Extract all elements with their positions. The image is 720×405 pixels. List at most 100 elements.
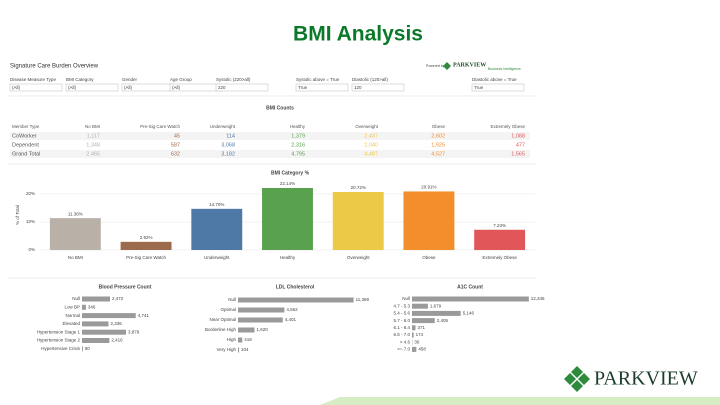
data-label: 2,405 [437, 318, 449, 323]
table-cell: 2,602 [431, 133, 445, 139]
bar [238, 307, 285, 313]
y-tick-label: 10% [26, 219, 35, 224]
data-label: 80 [85, 346, 91, 351]
y-tick-label: 5.4 - 5.6 [393, 311, 410, 316]
bar [82, 321, 109, 327]
dashboard-title: Signature Care Burden Overview [10, 64, 99, 70]
filter-label: Systolic (220>all) [216, 77, 251, 82]
filter-label: Diastolic above = True [472, 77, 517, 82]
table-cell: 2,040 [364, 142, 378, 148]
x-tick-label: Underweight [204, 255, 230, 260]
filter-box [65, 83, 119, 92]
logo-diamond [571, 366, 583, 378]
table-cell: 3,068 [221, 142, 235, 148]
y-tick-label: Low BP [64, 304, 80, 309]
filter-value: (All) [124, 85, 132, 90]
y-tick-label: Hypertension Stage 2 [37, 338, 81, 343]
data-label: 1,679 [430, 303, 442, 308]
data-label: 5,146 [463, 311, 475, 316]
table-cell: 1,348 [86, 142, 100, 148]
bar [238, 347, 240, 353]
table-header: Pre-Sig Care Watch [140, 124, 180, 129]
data-label: 20.91% [421, 185, 436, 190]
bar [82, 338, 110, 343]
logo-diamond [578, 373, 590, 385]
bar [403, 191, 455, 250]
y-tick-label: 6.1 - 6.4 [393, 325, 410, 330]
logo-icon [564, 366, 590, 392]
chart-title: BMI Category % [271, 170, 310, 176]
x-tick-label: No BMI [68, 255, 83, 260]
bar [412, 318, 435, 324]
filter-box [9, 83, 63, 92]
data-label: 22.14% [280, 181, 295, 186]
table-cell: 2,437 [364, 133, 378, 139]
data-label: 7.23% [493, 223, 506, 228]
slide-title: BMI Analysis [293, 23, 423, 46]
table-row [10, 150, 530, 158]
bar [82, 296, 111, 302]
bar [412, 332, 414, 338]
y-axis-label: % of Total [15, 205, 20, 225]
filter-box [215, 83, 269, 92]
y-tick-label: >= 7.0 [397, 347, 410, 352]
x-tick-label: Extremely Obese [482, 255, 517, 260]
table-cell: CoWorker [12, 133, 37, 139]
table-cell: 2,316 [291, 142, 305, 148]
x-tick-label: Pre-Sig Care Watch [126, 255, 166, 260]
table-header: Extremely Obese [490, 124, 525, 129]
data-label: 2,472 [112, 296, 124, 301]
table-cell: 4,527 [431, 151, 445, 157]
y-tick-label: Normal [65, 313, 80, 318]
table-cell: 1,117 [87, 133, 100, 139]
y-tick-label: Very High [216, 347, 236, 352]
data-label: 2,416 [111, 338, 123, 343]
table-header: Obese [432, 124, 446, 129]
data-label: 371 [418, 325, 426, 330]
x-tick-label: Obese [422, 255, 436, 260]
data-label: 20.72% [351, 185, 366, 190]
table-cell: Dependent [12, 142, 39, 148]
filter-value: 220 [218, 85, 226, 90]
data-label: 2,336 [110, 321, 122, 326]
filter-value: (All) [12, 85, 20, 90]
bar [412, 346, 417, 352]
table-cell: 4,795 [291, 151, 305, 157]
bar [238, 327, 255, 333]
data-label: 11,369 [356, 297, 370, 302]
bar [191, 208, 243, 250]
data-label: 346 [88, 304, 96, 309]
table-cell: 632 [171, 151, 180, 157]
table-cell: Grand Total [12, 151, 40, 157]
table-cell: 4,487 [364, 151, 378, 157]
table-header: Underweight [210, 124, 236, 129]
bar [238, 317, 283, 323]
brand-icon [443, 62, 451, 70]
y-tick-label: Optimal [220, 307, 236, 312]
data-label: 458 [418, 347, 426, 352]
data-label: 3,879 [128, 329, 140, 334]
footer-band [320, 397, 720, 405]
y-tick-label: < 4.6 [400, 339, 411, 344]
table-cell: 2,465 [86, 151, 100, 157]
bar [82, 313, 136, 319]
filter-label: Diastolic (120>all) [352, 77, 388, 82]
table-cell: 1,088 [511, 133, 525, 139]
data-label: 418 [244, 337, 252, 342]
y-tick-label: 0% [28, 247, 35, 252]
chart-title: A1C Count [457, 284, 483, 290]
brand-sub: Business Intelligence [488, 67, 521, 71]
data-label: 11.38% [68, 211, 83, 216]
y-tick-label: Null [402, 296, 410, 301]
y-tick-label: 4.7 - 5.3 [393, 303, 410, 308]
bar [238, 297, 354, 303]
bar [332, 191, 384, 250]
filter-value: True [474, 85, 484, 90]
bar [120, 241, 172, 250]
data-label: 1,620 [256, 327, 268, 332]
data-label: 104 [241, 347, 249, 352]
data-label: 174 [416, 332, 424, 337]
logo-text: PARKVIEW [594, 368, 698, 390]
table-row [10, 132, 530, 140]
table-header: No BMI [85, 124, 100, 129]
